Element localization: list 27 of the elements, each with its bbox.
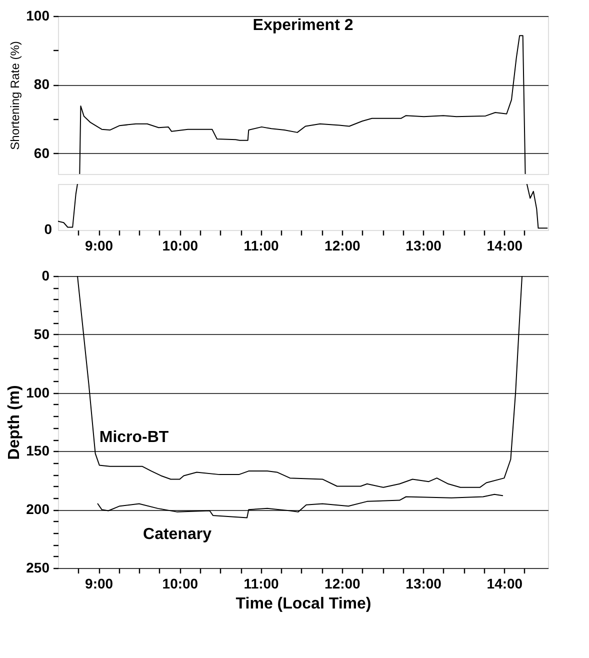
y-axis-title: Shortening Rate (%) [8,41,22,150]
y-tick-label: 100 [26,384,50,400]
y-tick-label: 200 [26,501,50,518]
x-axis-title: Time (Local Time) [236,596,372,612]
y-tick-label: 80 [34,76,50,92]
x-tick-label: 11:00 [244,238,280,254]
x-tick-label: 11:00 [244,576,280,592]
y-tick-label: 150 [26,442,50,459]
y-tick-label: 0 [42,268,50,284]
y-tick-label: 250 [26,560,50,576]
series-label: Catenary [143,526,212,543]
y-tick-label: 50 [34,326,50,342]
x-tick-label: 13:00 [406,576,442,592]
x-tick-label: 9:00 [85,576,114,592]
x-tick-label: 12:00 [324,576,361,592]
x-tick-label: 13:00 [406,238,442,254]
x-tick-label: 12:00 [324,238,361,254]
series-label: Micro-BT [99,429,169,446]
x-tick-label: 14:00 [486,238,523,254]
y-tick-label: 60 [34,144,50,161]
x-tick-label: 10:00 [162,238,198,254]
x-tick-label: 10:00 [162,576,198,592]
y-axis-title: Depth (m) [6,385,24,460]
y-tick-label: 100 [26,8,50,24]
chart-title: Experiment 2 [252,17,354,34]
x-tick-label: 14:00 [486,576,523,592]
x-tick-label: 9:00 [85,238,114,254]
